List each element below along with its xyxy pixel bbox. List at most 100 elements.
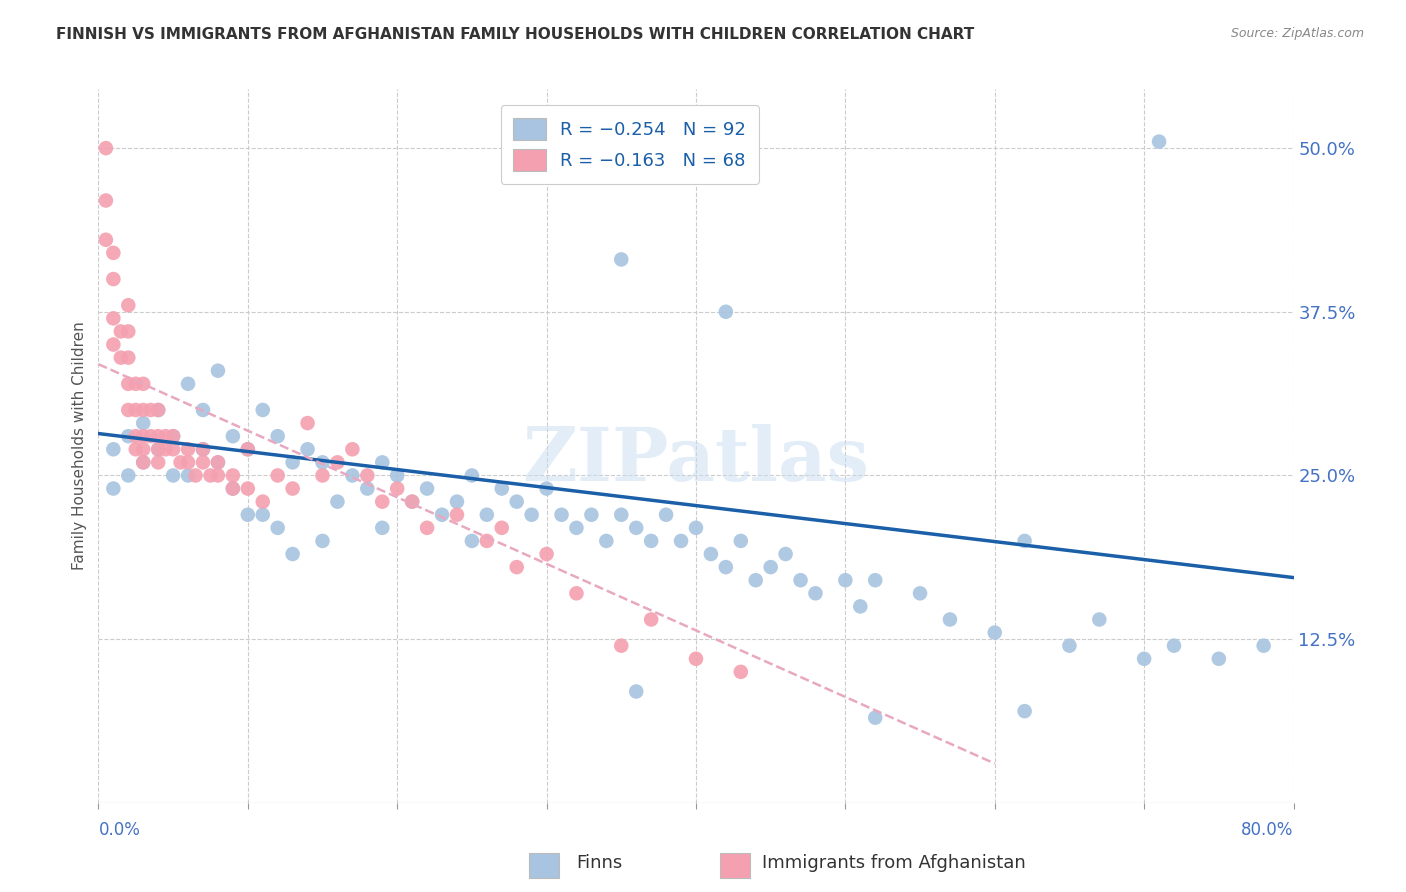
Point [475,533,498,548]
Point [103,272,125,286]
Point [1253,639,1275,653]
Point [148,403,170,417]
Point [983,625,1005,640]
Point [94,141,117,155]
Point [385,482,409,496]
Point [311,468,333,483]
Point [132,403,155,417]
Point [132,416,155,430]
Point [110,325,132,339]
Point [865,573,887,587]
Point [371,455,394,469]
Point [446,508,468,522]
Point [117,403,139,417]
Point [117,468,139,483]
Point [446,494,468,508]
Point [132,455,155,469]
Point [103,311,125,326]
Point [103,442,125,457]
Point [125,403,148,417]
Point [117,325,139,339]
Point [252,403,274,417]
Point [207,364,229,378]
Point [132,442,155,457]
Text: FINNISH VS IMMIGRANTS FROM AFGHANISTAN FAMILY HOUSEHOLDS WITH CHILDREN CORRELATI: FINNISH VS IMMIGRANTS FROM AFGHANISTAN F… [56,27,974,42]
Point [132,455,155,469]
Point [222,482,245,496]
Point [624,521,647,535]
Point [139,403,162,417]
Point [849,599,872,614]
Point [191,442,214,457]
Point [506,494,529,508]
Point [939,612,962,626]
Point [908,586,931,600]
Point [416,521,439,535]
Point [177,455,200,469]
Point [297,442,319,457]
Point [789,573,811,587]
Text: Finns: Finns [576,855,623,872]
Point [252,508,274,522]
Point [371,521,394,535]
Point [1208,652,1230,666]
Point [1147,135,1170,149]
Point [700,547,723,561]
Point [207,455,229,469]
Point [125,442,148,457]
Point [685,652,707,666]
Point [326,494,349,508]
Point [610,252,633,267]
Point [745,573,768,587]
Point [267,521,290,535]
Point [581,508,603,522]
Point [1014,533,1036,548]
Point [103,245,125,260]
Point [177,376,200,391]
Point [236,442,259,457]
Point [162,429,184,443]
Point [685,521,707,535]
Text: 0.0%: 0.0% [98,821,141,838]
Point [730,533,752,548]
Point [148,403,170,417]
Point [430,508,453,522]
Point [162,429,184,443]
Point [222,482,245,496]
Point [191,455,214,469]
Point [759,560,782,574]
Point [103,337,125,351]
Point [371,494,394,508]
Point [236,482,259,496]
Text: 80.0%: 80.0% [1241,821,1294,838]
Point [311,455,333,469]
Point [461,468,484,483]
Point [148,455,170,469]
Point [536,482,558,496]
Point [132,376,155,391]
Point [148,442,170,457]
Point [94,194,117,208]
Point [1059,639,1081,653]
Point [730,665,752,679]
Point [139,429,162,443]
Point [94,233,117,247]
Point [640,533,662,548]
Point [103,482,125,496]
Point [326,455,349,469]
Point [640,612,662,626]
Point [281,455,304,469]
Point [169,455,191,469]
Point [610,639,633,653]
Point [491,482,513,496]
Point [416,482,439,496]
Point [125,376,148,391]
FancyBboxPatch shape [720,853,749,878]
Point [1088,612,1111,626]
Point [385,468,409,483]
Point [506,560,529,574]
Point [155,429,177,443]
Point [401,494,423,508]
Point [342,442,364,457]
Point [356,482,378,496]
